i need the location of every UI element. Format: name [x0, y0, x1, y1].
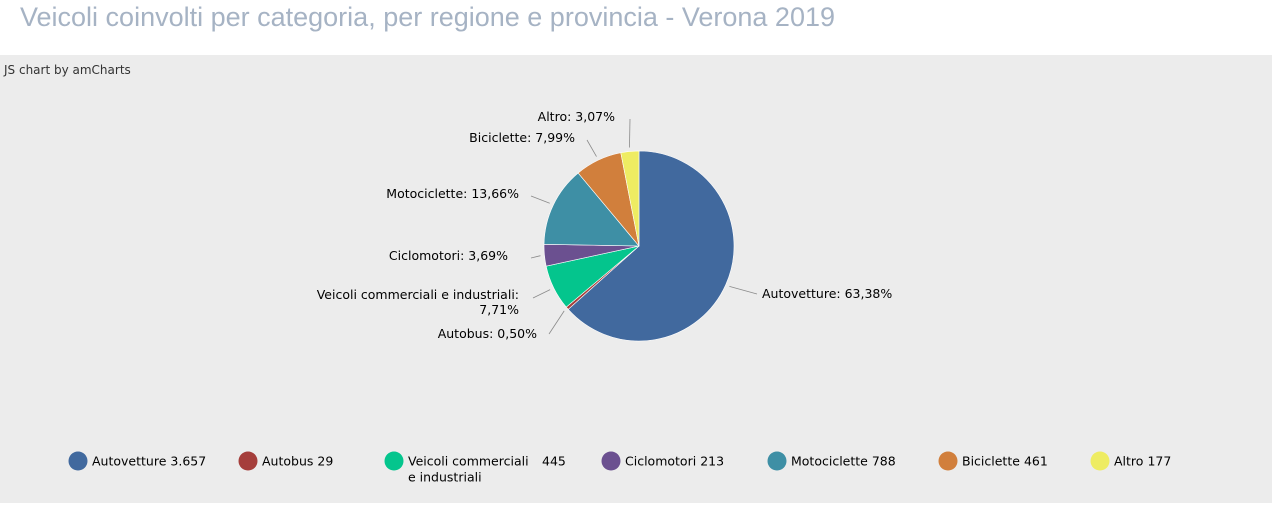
legend-marker-autobus	[238, 451, 258, 471]
pie-slice-altro[interactable]	[620, 150, 640, 247]
legend-label-autobus: Autobus	[262, 454, 313, 469]
legend-marker-biciclette	[938, 451, 958, 471]
pie-slice-motociclette[interactable]	[543, 172, 640, 247]
leader-line-biciclette	[586, 139, 597, 157]
slice-label-altro: Altro: 3,07%	[538, 109, 615, 124]
pie-slices	[543, 150, 735, 342]
leader-line-autobus	[548, 310, 565, 335]
leader-line-motociclette	[530, 195, 550, 204]
legend-value-ciclomotori: 213	[700, 454, 724, 469]
legend-marker-motociclette	[767, 451, 787, 471]
leader-line-altro	[629, 118, 631, 148]
legend-value-biciclette: 461	[1024, 454, 1048, 469]
legend-value-motociclette: 788	[872, 454, 896, 469]
legend-label-ciclomotori: Ciclomotori	[625, 454, 696, 469]
chart-legend: Autovetture 3.657 Autobus 29 Veicoli commerc…	[68, 451, 1172, 485]
legend-value-altro: 177	[1147, 454, 1171, 469]
slice-label-autobus: Autobus: 0,50%	[438, 326, 537, 341]
legend-label-autovetture: Autovetture	[92, 454, 167, 469]
legend-item-altro[interactable]: Altro 177	[1090, 451, 1172, 471]
legend-item-autovetture[interactable]: Autovetture 3.657	[68, 451, 207, 471]
legend-marker-ciclomotori	[601, 451, 621, 471]
legend-label-altro: Altro	[1114, 454, 1143, 469]
slice-label-autovetture: Autovetture: 63,38%	[762, 286, 892, 301]
chart-panel: JS chart by amCharts Autovetture: 63,38%…	[0, 55, 1272, 503]
pie-slice-autovetture[interactable]	[567, 150, 735, 342]
legend-item-veicoli-commerciali-e-industriali[interactable]: Veicoli commerciali e industriali 445	[384, 451, 566, 485]
leader-line-autovetture	[729, 286, 758, 295]
legend-label-biciclette: Biciclette	[962, 454, 1020, 469]
page-title: Veicoli coinvolti per categoria, per reg…	[20, 2, 835, 32]
legend-value-autovetture: 3.657	[170, 454, 206, 469]
legend-value-autobus: 29	[317, 454, 333, 469]
pie-chart: Autovetture: 63,38% Autobus: 0,50% Veicoli…	[68, 109, 1172, 485]
legend-item-ciclomotori[interactable]: Ciclomotori 213	[601, 451, 725, 471]
slice-label-ciclomotori: Ciclomotori: 3,69%	[389, 248, 508, 263]
slice-label-motociclette: Motociclette: 13,66%	[386, 186, 519, 201]
legend-label-motociclette: Motociclette	[791, 454, 868, 469]
legend-marker-autovetture	[68, 451, 88, 471]
legend-marker-veicoli-commerciali-e-industriali	[384, 451, 404, 471]
amcharts-credit-link[interactable]: JS chart by amCharts	[4, 63, 131, 77]
legend-item-biciclette[interactable]: Biciclette 461	[938, 451, 1048, 471]
legend-value-veicoli-commerciali-e-industriali: 445	[542, 454, 566, 469]
leader-line-ciclomotori	[530, 255, 541, 259]
legend-label-veicoli-commerciali-e-industriali: Veicoli commerciali e industriali	[408, 454, 529, 485]
slice-label-veicoli-commerciali-e-industriali: Veicoli commerciali e industriali: 7,71%	[317, 287, 519, 317]
legend-item-autobus[interactable]: Autobus 29	[238, 451, 334, 471]
pie-slice-labels: Autovetture: 63,38% Autobus: 0,50% Veicoli…	[317, 109, 893, 341]
legend-item-motociclette[interactable]: Motociclette 788	[767, 451, 896, 471]
slice-label-biciclette: Biciclette: 7,99%	[469, 130, 575, 145]
legend-marker-altro	[1090, 451, 1110, 471]
leader-line-veicoli-commerciali-e-industriali	[532, 289, 551, 299]
